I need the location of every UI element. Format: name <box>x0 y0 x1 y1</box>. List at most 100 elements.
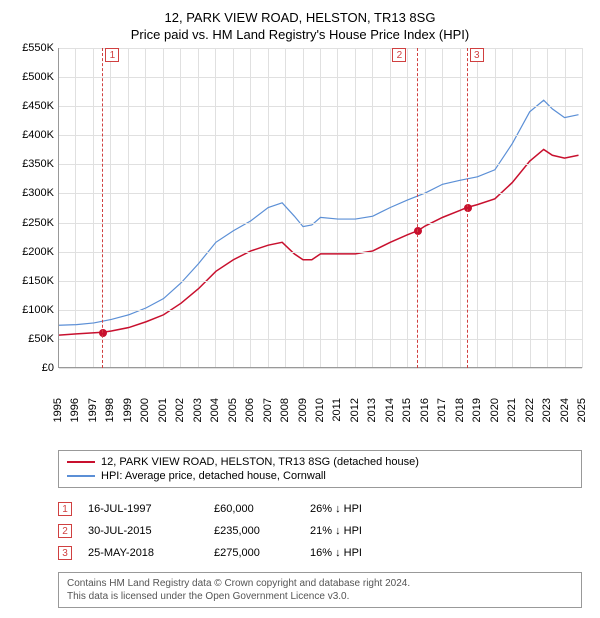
y-axis: £0£50K£100K£150K£200K£250K£300K£350K£400… <box>10 48 58 368</box>
x-tick-label: 1996 <box>69 398 81 422</box>
footer-note: Contains HM Land Registry data © Crown c… <box>58 572 582 608</box>
series-line-price_paid <box>59 149 579 335</box>
y-tick-label: £450K <box>22 100 54 112</box>
gridline-horizontal <box>59 252 582 253</box>
y-tick-label: £100K <box>22 304 54 316</box>
footer-line-2: This data is licensed under the Open Gov… <box>67 590 573 603</box>
transaction-row: 3 25-MAY-2018 £275,000 16% ↓ HPI <box>58 542 582 564</box>
transaction-row: 2 30-JUL-2015 £235,000 21% ↓ HPI <box>58 520 582 542</box>
legend-label: HPI: Average price, detached house, Corn… <box>101 470 326 482</box>
y-tick-label: £0 <box>42 362 54 374</box>
x-tick-label: 2025 <box>576 398 588 422</box>
event-marker-line <box>102 48 103 368</box>
footer-line-1: Contains HM Land Registry data © Crown c… <box>67 577 573 590</box>
gridline-horizontal <box>59 193 582 194</box>
plot-inner <box>58 48 582 368</box>
transaction-hpi-delta: 21% ↓ HPI <box>310 525 400 537</box>
x-tick-label: 2006 <box>244 398 256 422</box>
price-paid-marker <box>99 329 107 337</box>
transaction-number: 2 <box>58 524 72 538</box>
price-paid-marker <box>464 204 472 212</box>
x-tick-label: 2024 <box>559 398 571 422</box>
x-tick-label: 2000 <box>139 398 151 422</box>
x-tick-label: 2017 <box>436 398 448 422</box>
x-tick-label: 1999 <box>122 398 134 422</box>
gridline-horizontal <box>59 106 582 107</box>
y-tick-label: £250K <box>22 217 54 229</box>
event-marker-line <box>467 48 468 368</box>
transaction-row: 1 16-JUL-1997 £60,000 26% ↓ HPI <box>58 498 582 520</box>
x-tick-label: 1997 <box>87 398 99 422</box>
x-tick-label: 2002 <box>174 398 186 422</box>
transaction-date: 30-JUL-2015 <box>88 525 198 537</box>
x-tick-label: 2015 <box>401 398 413 422</box>
x-tick-label: 2013 <box>366 398 378 422</box>
event-marker-box: 1 <box>105 48 119 62</box>
legend-label: 12, PARK VIEW ROAD, HELSTON, TR13 8SG (d… <box>101 456 419 468</box>
y-tick-label: £350K <box>22 158 54 170</box>
x-tick-label: 2009 <box>297 398 309 422</box>
title-main: 12, PARK VIEW ROAD, HELSTON, TR13 8SG <box>10 10 590 25</box>
x-tick-label: 2001 <box>157 398 169 422</box>
transaction-hpi-delta: 16% ↓ HPI <box>310 547 400 559</box>
event-marker-box: 3 <box>470 48 484 62</box>
legend-item: HPI: Average price, detached house, Corn… <box>67 469 573 483</box>
gridline-horizontal <box>59 223 582 224</box>
transaction-price: £60,000 <box>214 503 294 515</box>
x-tick-label: 2018 <box>454 398 466 422</box>
x-tick-label: 2020 <box>489 398 501 422</box>
x-tick-label: 2019 <box>471 398 483 422</box>
gridline-horizontal <box>59 135 582 136</box>
gridline-horizontal <box>59 48 582 49</box>
x-tick-label: 2022 <box>524 398 536 422</box>
transaction-date: 25-MAY-2018 <box>88 547 198 559</box>
x-tick-label: 2014 <box>384 398 396 422</box>
legend-swatch <box>67 461 95 463</box>
transaction-hpi-delta: 26% ↓ HPI <box>310 503 400 515</box>
chart-container: 12, PARK VIEW ROAD, HELSTON, TR13 8SG Pr… <box>10 10 590 608</box>
x-tick-label: 2004 <box>209 398 221 422</box>
transaction-number: 1 <box>58 502 72 516</box>
plot-area: £0£50K£100K£150K£200K£250K£300K£350K£400… <box>58 48 582 388</box>
title-sub: Price paid vs. HM Land Registry's House … <box>10 27 590 42</box>
x-axis: 1995199619971998199920002001200220032004… <box>58 388 582 448</box>
x-tick-label: 2007 <box>262 398 274 422</box>
legend-swatch <box>67 475 95 477</box>
x-tick-label: 2016 <box>419 398 431 422</box>
price-paid-marker <box>414 227 422 235</box>
series-line-hpi <box>59 100 579 325</box>
gridline-horizontal <box>59 339 582 340</box>
transaction-number: 3 <box>58 546 72 560</box>
x-tick-label: 1998 <box>104 398 116 422</box>
y-tick-label: £50K <box>28 333 54 345</box>
transaction-date: 16-JUL-1997 <box>88 503 198 515</box>
x-tick-label: 2023 <box>541 398 553 422</box>
x-tick-label: 1995 <box>52 398 64 422</box>
gridline-horizontal <box>59 77 582 78</box>
y-tick-label: £200K <box>22 246 54 258</box>
x-tick-label: 2011 <box>331 398 343 422</box>
legend-item: 12, PARK VIEW ROAD, HELSTON, TR13 8SG (d… <box>67 455 573 469</box>
x-tick-label: 2021 <box>506 398 518 422</box>
x-tick-label: 2010 <box>314 398 326 422</box>
gridline-horizontal <box>59 310 582 311</box>
gridline-horizontal <box>59 164 582 165</box>
y-tick-label: £400K <box>22 129 54 141</box>
gridline-vertical <box>582 48 583 368</box>
y-tick-label: £150K <box>22 275 54 287</box>
transactions-table: 1 16-JUL-1997 £60,000 26% ↓ HPI 2 30-JUL-2015… <box>58 498 582 564</box>
y-tick-label: £300K <box>22 187 54 199</box>
event-marker-box: 2 <box>392 48 406 62</box>
x-tick-label: 2005 <box>227 398 239 422</box>
y-tick-label: £550K <box>22 42 54 54</box>
transaction-price: £235,000 <box>214 525 294 537</box>
line-svg <box>59 48 582 367</box>
transaction-price: £275,000 <box>214 547 294 559</box>
x-tick-label: 2012 <box>349 398 361 422</box>
x-tick-label: 2003 <box>192 398 204 422</box>
title-block: 12, PARK VIEW ROAD, HELSTON, TR13 8SG Pr… <box>10 10 590 42</box>
event-marker-line <box>417 48 418 368</box>
legend: 12, PARK VIEW ROAD, HELSTON, TR13 8SG (d… <box>58 450 582 488</box>
x-tick-label: 2008 <box>279 398 291 422</box>
gridline-horizontal <box>59 368 582 369</box>
